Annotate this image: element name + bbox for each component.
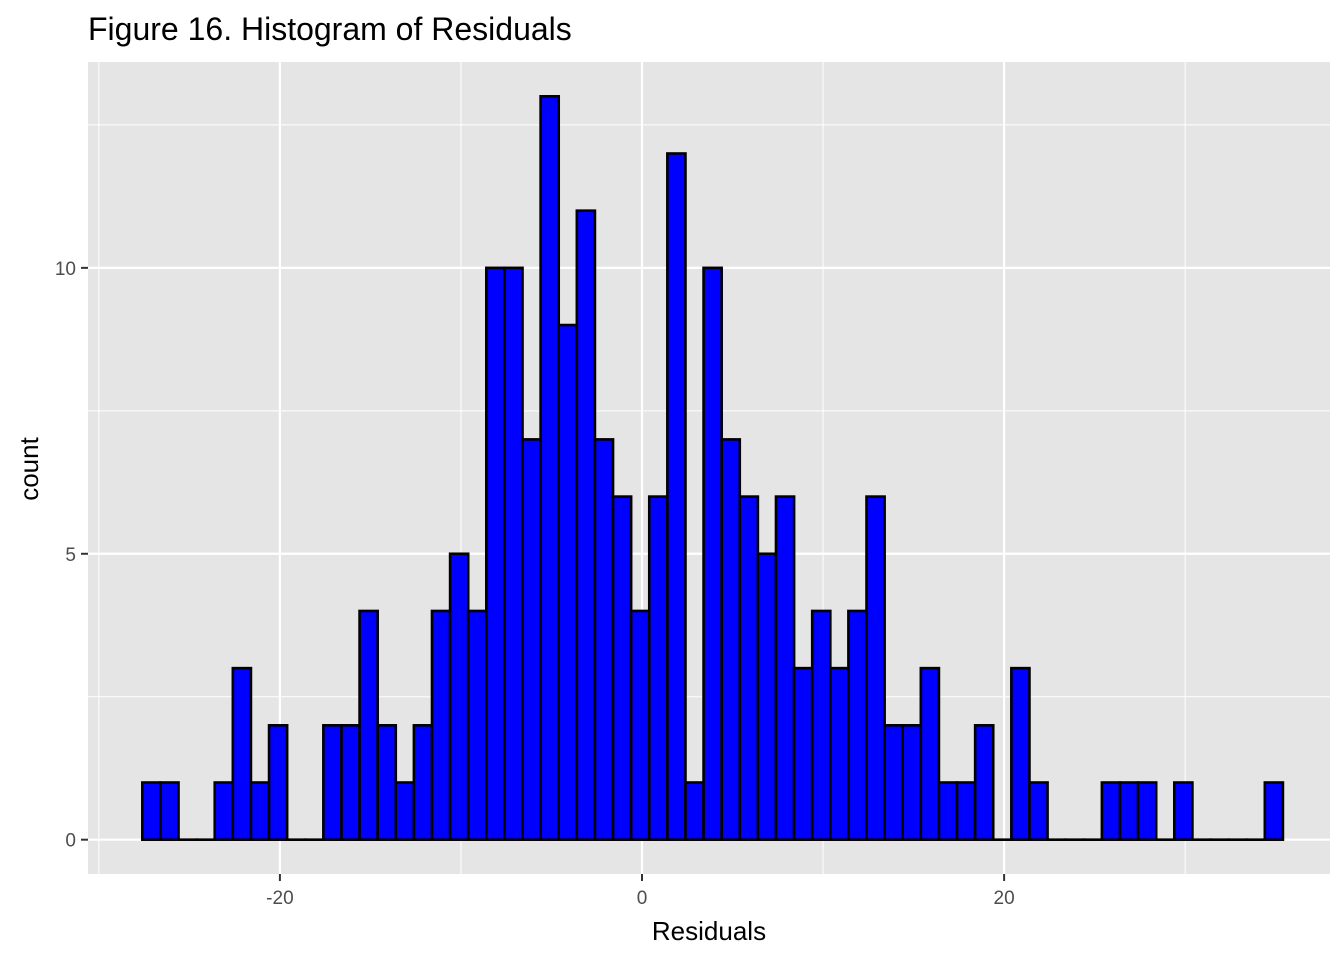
histogram-bar	[865, 495, 886, 841]
histogram-bar	[774, 495, 796, 841]
y-tick-label: 10	[55, 259, 76, 280]
histogram-bars	[141, 95, 1285, 842]
histogram-bar	[521, 438, 542, 841]
histogram-bar	[756, 552, 778, 841]
histogram-bar	[1136, 781, 1158, 841]
y-tick-label: 0	[65, 831, 76, 852]
histogram-bar	[231, 666, 253, 841]
histogram-bar	[1028, 781, 1049, 841]
histogram-bar	[792, 666, 814, 841]
histogram-bar	[466, 609, 488, 841]
histogram-bar	[629, 609, 651, 841]
histogram-bar	[973, 724, 995, 841]
histogram-bar	[213, 781, 235, 841]
histogram-bar	[141, 781, 162, 841]
histogram-bar	[503, 266, 524, 841]
histogram-bar	[1118, 781, 1140, 841]
y-axis-title: count	[14, 436, 44, 500]
histogram-bar	[557, 323, 579, 841]
histogram-bar	[485, 266, 506, 841]
histogram-bar	[1263, 781, 1285, 841]
histogram-bar	[412, 724, 434, 841]
x-axis: -20 0 20	[266, 874, 1015, 909]
x-tick-label: 20	[994, 888, 1015, 909]
histogram-bar	[810, 609, 832, 841]
histogram-bar	[593, 438, 615, 841]
histogram-bar	[1100, 781, 1122, 841]
histogram-bar	[847, 609, 868, 841]
histogram-bar	[684, 781, 705, 841]
histogram-bar	[611, 495, 633, 841]
histogram-bar	[1172, 781, 1194, 841]
histogram-bar	[738, 495, 760, 841]
histogram-bar	[376, 724, 398, 841]
histogram-bar	[575, 209, 597, 841]
histogram-bar	[539, 95, 561, 841]
histogram-bar	[159, 781, 180, 841]
histogram-bar	[1010, 666, 1031, 841]
x-axis-title: Residuals	[652, 916, 766, 946]
histogram-bar	[340, 724, 361, 841]
y-axis: 0 5 10	[55, 259, 88, 852]
histogram-bar	[829, 666, 850, 841]
x-tick-label: -20	[266, 888, 293, 909]
histogram-bar	[647, 495, 669, 841]
histogram-bar	[358, 609, 379, 841]
histogram-bar	[394, 781, 416, 841]
histogram-bar	[901, 724, 923, 841]
y-tick-label: 5	[65, 545, 76, 566]
histogram-bar	[666, 152, 687, 841]
histogram-bar	[720, 438, 742, 841]
histogram-bar	[267, 724, 289, 841]
histogram-bar	[937, 781, 959, 841]
histogram-bar	[430, 609, 452, 841]
chart-title: Figure 16. Histogram of Residuals	[88, 11, 572, 47]
histogram-bar	[883, 724, 905, 841]
histogram-bar	[702, 266, 723, 841]
histogram-bar	[955, 781, 977, 841]
histogram-bar	[322, 724, 343, 841]
histogram-bar	[448, 552, 470, 841]
x-tick-label: 0	[637, 888, 648, 909]
histogram-bar	[919, 666, 941, 841]
histogram-bar	[249, 781, 271, 841]
